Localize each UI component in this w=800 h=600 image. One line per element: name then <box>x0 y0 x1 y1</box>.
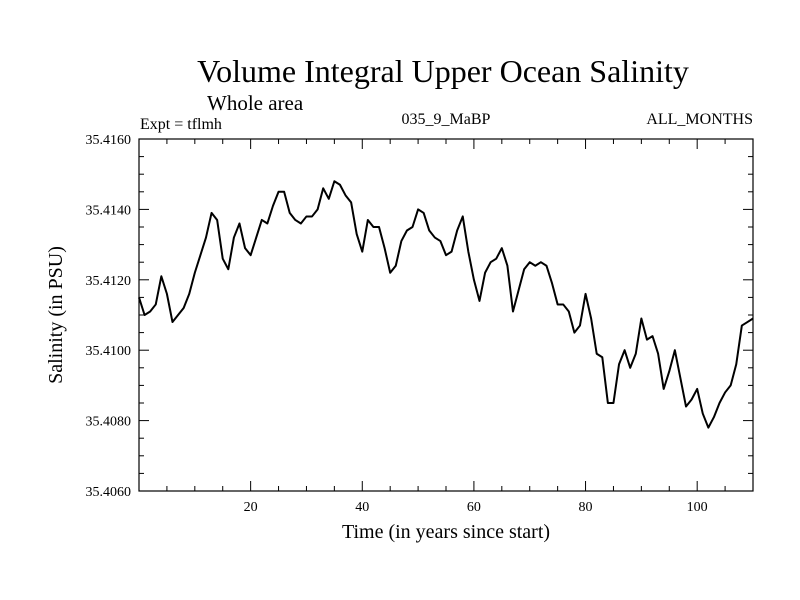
x-tick-label: 80 <box>579 500 593 515</box>
x-axis-ticks <box>166 139 726 491</box>
x-tick-label: 100 <box>687 500 708 515</box>
plot-frame <box>138 138 754 492</box>
run-id-label: 035_9_MaBP <box>402 111 491 128</box>
y-tick-label: 35.4160 <box>86 133 132 148</box>
months-label: ALL_MONTHS <box>646 111 753 128</box>
chart-subtitle: Whole area <box>207 91 304 115</box>
experiment-label: Expt = tflmh <box>140 116 222 133</box>
salinity-series-line <box>138 180 754 429</box>
x-tick-label: 60 <box>467 500 481 515</box>
y-tick-label: 35.4060 <box>86 485 132 500</box>
y-axis-tick-labels: 35.4060 35.4080 35.4100 35.4120 35.4140 35.41… <box>86 133 132 500</box>
y-axis-label: Salinity (in PSU) <box>45 246 67 384</box>
x-tick-label: 20 <box>244 500 258 515</box>
x-axis-tick-labels: 20 40 60 80 100 <box>244 500 708 515</box>
x-tick-label: 40 <box>355 500 369 515</box>
x-axis-label: Time (in years since start) <box>342 521 550 543</box>
chart-title: Volume Integral Upper Ocean Salinity <box>197 53 689 89</box>
y-tick-label: 35.4140 <box>86 203 132 218</box>
y-axis-ticks <box>139 138 753 492</box>
y-tick-label: 35.4080 <box>86 415 132 430</box>
y-tick-label: 35.4120 <box>86 274 132 289</box>
y-tick-label: 35.4100 <box>86 344 132 359</box>
